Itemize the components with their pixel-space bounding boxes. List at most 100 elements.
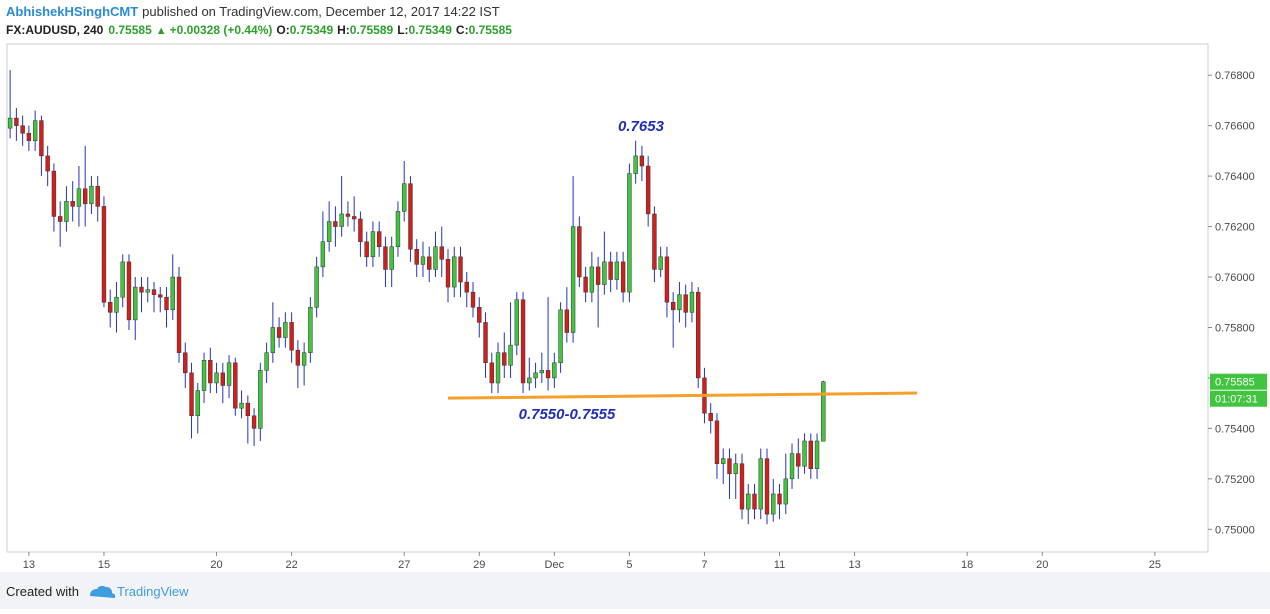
candle-body	[464, 281, 469, 293]
candle-body	[245, 402, 251, 417]
candle-body	[677, 294, 682, 311]
x-tick-label: Dec	[545, 559, 565, 571]
price-tag-label: 0.75585	[1215, 377, 1255, 389]
candle-body	[183, 352, 188, 374]
candle-body	[577, 226, 582, 278]
candle-body	[789, 453, 795, 480]
candle-body	[627, 173, 632, 293]
candle-body	[633, 155, 638, 174]
candle-body	[139, 286, 144, 293]
candle-body	[339, 213, 344, 227]
candle-body	[376, 231, 382, 247]
candle-body	[783, 478, 788, 505]
candle-body	[170, 276, 175, 311]
candle-body	[57, 216, 63, 222]
candle-body	[458, 256, 463, 283]
published: published on TradingView.com, December 1…	[142, 4, 500, 19]
candle-body	[645, 165, 651, 215]
candle-body	[208, 360, 213, 384]
candle-body	[383, 246, 388, 270]
candle-body	[70, 201, 75, 207]
plot-frame	[6, 43, 1209, 553]
candle-body	[483, 322, 488, 364]
candle-body	[539, 370, 545, 374]
candle-body	[552, 362, 557, 379]
candle-body	[639, 155, 645, 167]
h-label: H:	[337, 23, 350, 37]
countdown-label: 01:07:31	[1215, 394, 1258, 406]
candle-body	[32, 120, 38, 142]
candle-body	[258, 370, 263, 429]
y-tick-label: 0.76400	[1215, 171, 1255, 183]
annotation: 0.7653	[618, 118, 665, 135]
candle-body	[558, 309, 563, 364]
candle-body	[420, 256, 426, 265]
candle-body	[314, 266, 319, 308]
candle-body	[408, 183, 413, 250]
y-tick-label: 0.75000	[1215, 524, 1255, 536]
candle-body	[502, 352, 507, 366]
candle-body	[758, 458, 763, 510]
candle-body	[452, 256, 457, 288]
o: 0.75349	[290, 23, 334, 37]
candle-body	[364, 241, 369, 258]
x-tick-label: 18	[961, 559, 973, 571]
x-tick-label: 7	[701, 559, 707, 571]
candle-body	[270, 327, 276, 353]
candle-body	[402, 183, 407, 212]
c-label: C:	[456, 23, 469, 37]
h: 0.75589	[350, 23, 394, 37]
candle-body	[345, 213, 351, 217]
header-line-1: AbhishekHSinghCMT published on TradingVie…	[6, 4, 500, 19]
candle-body	[670, 301, 676, 311]
candle-body	[445, 259, 451, 288]
candle-body	[89, 185, 94, 205]
candle-body	[226, 362, 232, 386]
candle-body	[333, 221, 338, 227]
candle-body	[239, 402, 244, 409]
candle-body	[620, 261, 626, 293]
y-tick-label: 0.75200	[1215, 474, 1255, 486]
candle-body	[414, 249, 419, 265]
candle-body	[508, 344, 513, 366]
footer-brand[interactable]: TradingView	[117, 584, 189, 599]
author[interactable]: AbhishekHSinghCMT	[6, 4, 138, 19]
candle-body	[76, 188, 82, 207]
candle-body	[733, 463, 738, 475]
candle-body	[320, 241, 326, 268]
candle-body	[7, 117, 13, 129]
candle-body	[351, 216, 357, 220]
candle-body	[151, 289, 157, 295]
candle-body	[514, 299, 519, 346]
candle-body	[583, 276, 588, 293]
candle-body	[201, 360, 207, 391]
candle-body	[158, 294, 163, 298]
candle-body	[370, 231, 376, 258]
candle-body	[520, 299, 526, 384]
x-tick-label: 11	[774, 559, 785, 571]
l: 0.75349	[409, 23, 453, 37]
x-tick-label: 13	[848, 559, 860, 571]
candle-body	[814, 440, 820, 469]
footer-bg	[0, 572, 1270, 609]
candle-body	[433, 246, 438, 270]
candle-body	[746, 493, 751, 510]
candle-body	[689, 291, 695, 313]
candle-body	[145, 289, 150, 293]
o-label: O:	[276, 23, 289, 37]
candle-body	[164, 296, 169, 311]
y-tick-label: 0.76800	[1215, 70, 1255, 82]
candle-body	[533, 372, 538, 379]
tv-logo	[90, 585, 116, 598]
candle-body	[727, 458, 732, 475]
candle-body	[101, 206, 107, 303]
candle-body	[358, 218, 363, 242]
candle-body	[95, 185, 100, 207]
candle-body	[83, 188, 88, 205]
candle-body	[51, 170, 57, 217]
y-tick-label: 0.76600	[1215, 121, 1255, 133]
candle-body	[251, 415, 257, 429]
candle-body	[220, 372, 225, 386]
x-tick-label: 5	[626, 559, 632, 571]
